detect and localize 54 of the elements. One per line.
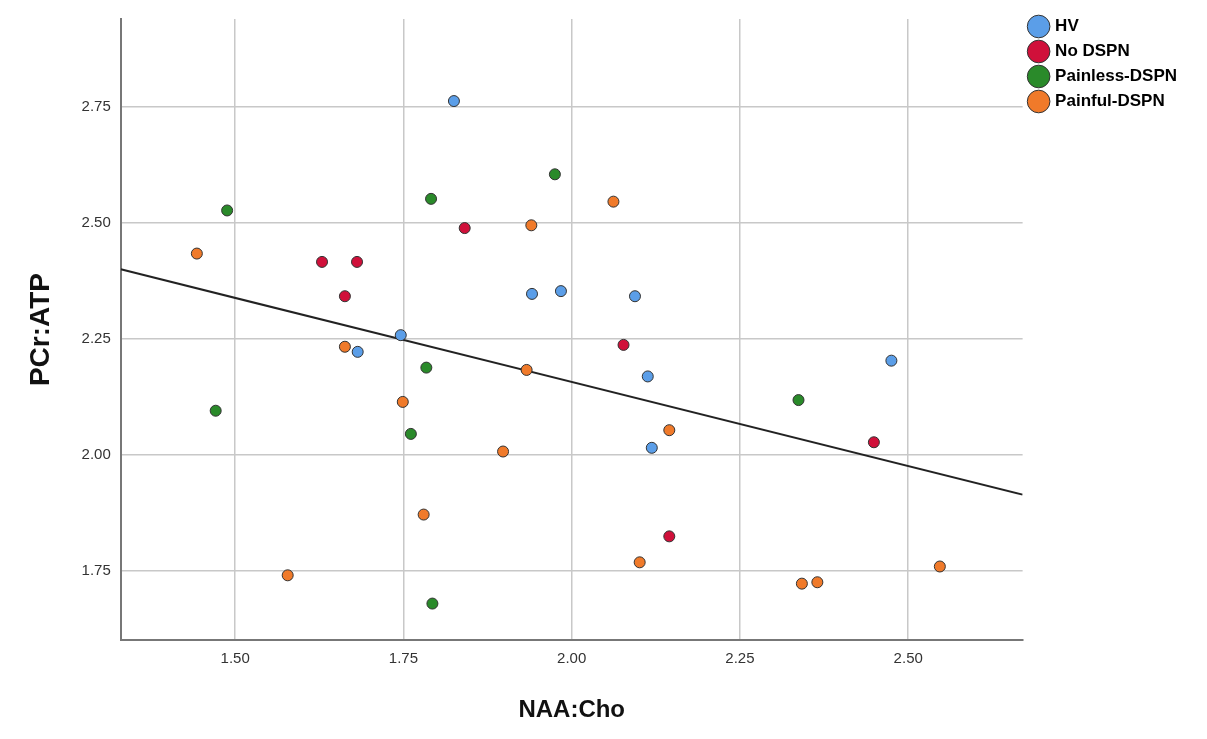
point <box>520 363 533 376</box>
point <box>497 445 510 458</box>
point <box>526 287 538 300</box>
point <box>316 255 329 268</box>
x-tick-label: 2.00 <box>557 649 587 667</box>
point <box>404 427 417 440</box>
point <box>396 395 409 408</box>
point <box>417 508 430 521</box>
point <box>281 569 294 582</box>
point <box>645 441 658 454</box>
legend-label: HV <box>1055 16 1080 36</box>
point <box>867 436 880 449</box>
point <box>458 222 471 235</box>
x-tick-label: 1.50 <box>220 649 250 667</box>
y-tick-label: 2.75 <box>81 97 111 115</box>
point <box>338 340 351 353</box>
point <box>628 290 641 303</box>
x-tick-label: 2.50 <box>893 649 923 667</box>
point <box>641 370 654 383</box>
legend-label: Painful-DSPN <box>1055 91 1165 111</box>
point <box>351 255 364 268</box>
legend-label: No DSPN <box>1055 41 1130 61</box>
point <box>425 192 438 205</box>
point <box>617 338 630 351</box>
legend-label: Painless-DSPN <box>1055 66 1178 86</box>
point <box>554 285 567 298</box>
point <box>795 577 808 590</box>
y-tick-label: 2.00 <box>81 444 111 462</box>
point <box>811 576 824 589</box>
x-tick-label: 1.75 <box>388 649 419 667</box>
point <box>633 556 646 569</box>
point <box>426 597 439 610</box>
point <box>663 530 676 543</box>
y-tick-label: 1.75 <box>81 560 111 578</box>
x-tick-label: 2.25 <box>725 649 755 667</box>
point <box>351 345 364 358</box>
point <box>394 329 407 342</box>
point <box>663 424 676 437</box>
point <box>885 354 898 367</box>
point <box>221 204 234 217</box>
point <box>209 404 222 417</box>
y-tick-label: 2.50 <box>81 213 111 231</box>
point <box>447 95 460 108</box>
y-axis-title: PCr:ATP <box>23 273 55 387</box>
point <box>792 394 805 407</box>
point <box>338 290 351 303</box>
point <box>420 361 433 374</box>
point <box>548 168 561 181</box>
point <box>933 560 946 573</box>
point <box>190 247 203 260</box>
y-tick-label: 2.25 <box>81 329 111 347</box>
point <box>607 195 620 208</box>
x-axis-title: NAA:Cho <box>518 695 626 723</box>
point <box>525 219 538 232</box>
